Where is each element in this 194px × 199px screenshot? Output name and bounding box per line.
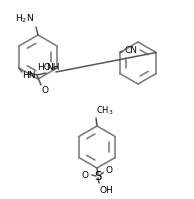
Text: OH: OH	[99, 186, 113, 195]
Text: CH$_3$: CH$_3$	[96, 104, 113, 117]
Text: HN: HN	[22, 71, 36, 80]
Text: NH: NH	[46, 63, 59, 72]
Text: HO: HO	[37, 63, 51, 72]
Text: O: O	[42, 86, 49, 95]
Text: O: O	[105, 166, 112, 175]
Text: O: O	[81, 171, 88, 179]
Text: CN: CN	[125, 46, 138, 55]
Text: H$_2$N: H$_2$N	[15, 13, 34, 25]
Text: S: S	[94, 170, 102, 182]
